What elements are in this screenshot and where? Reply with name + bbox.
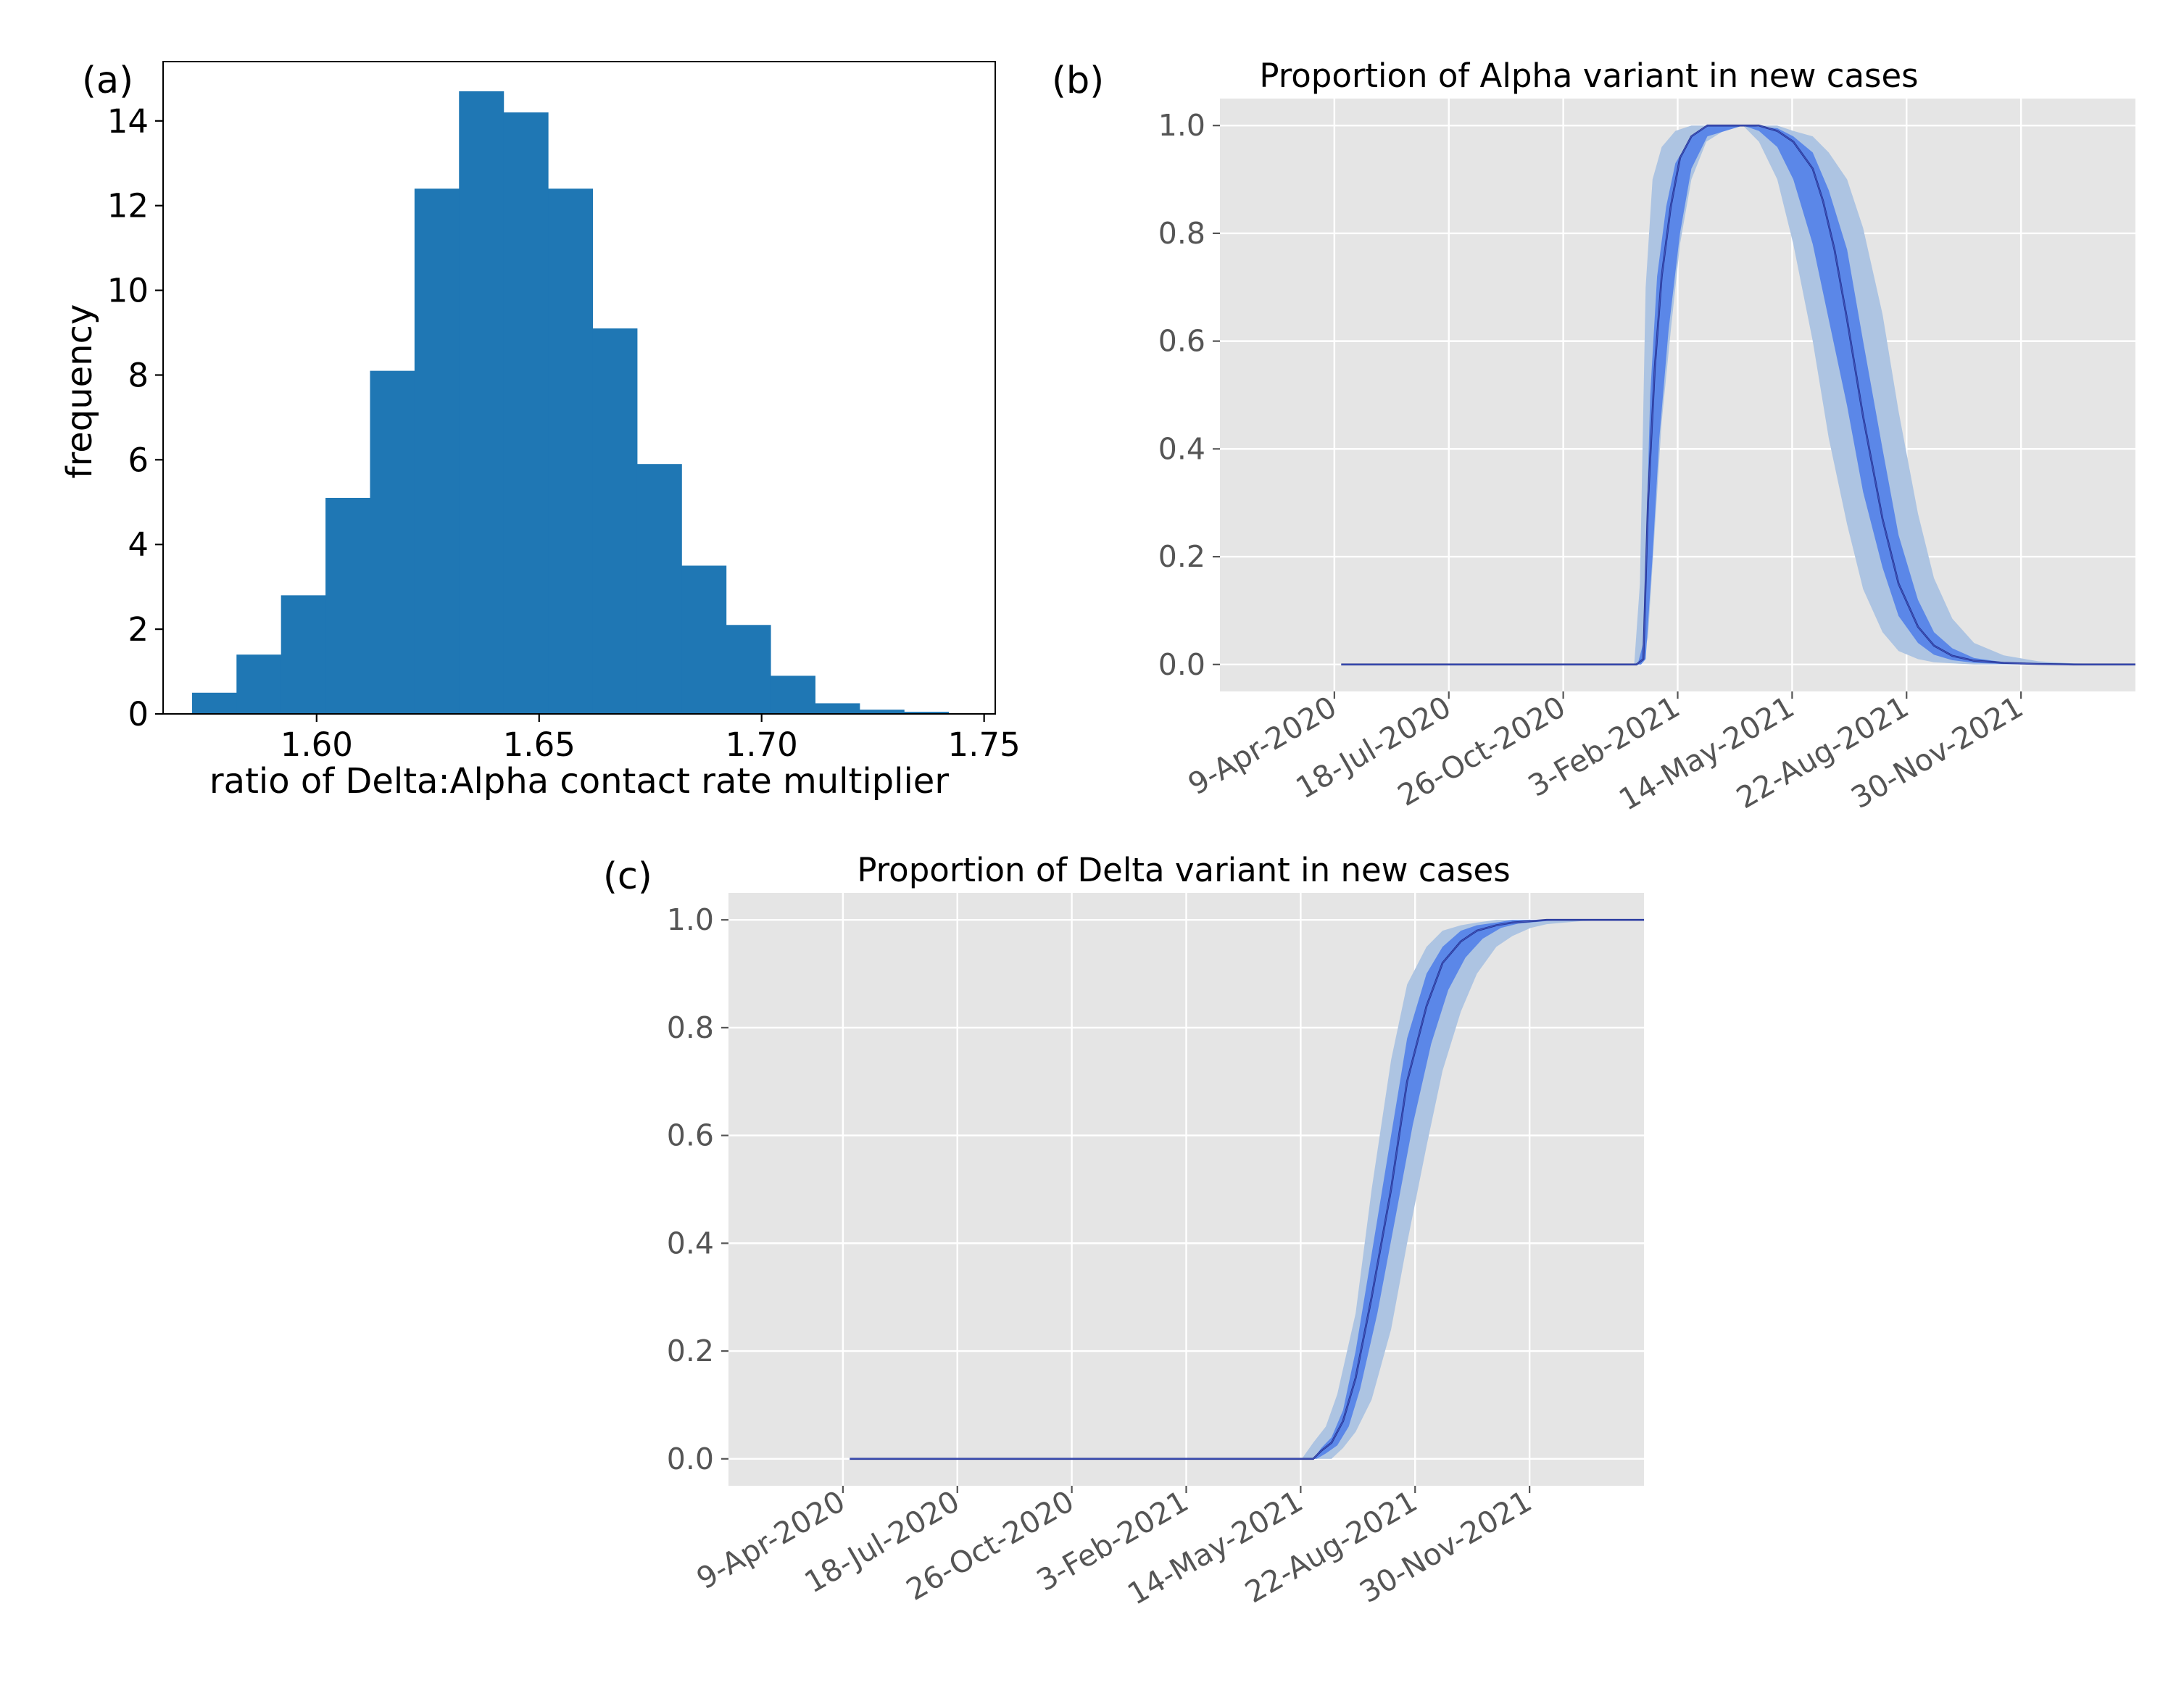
delta-series (850, 918, 1644, 1460)
y-tick-label: 0.8 (1158, 216, 1205, 251)
y-tick-label: 6 (128, 441, 149, 479)
histogram-bar (859, 710, 905, 714)
panel-b-alpha-proportion: (b) Proportion of Alpha variant in new c… (1052, 57, 2135, 818)
histogram-bar (281, 595, 326, 714)
x-tick-label: 1.60 (281, 725, 353, 764)
histogram-bar (414, 188, 460, 714)
panel-c-delta-proportion: (c) Proportion of Delta variant in new c… (603, 851, 1644, 1612)
x-tick-label: 1.70 (726, 725, 798, 764)
y-tick-label: 10 (107, 272, 149, 310)
delta-x-ticks: 9-Apr-202018-Jul-202026-Oct-20203-Feb-20… (691, 1484, 1537, 1612)
alpha-y-ticks: 0.0 0.2 0.4 0.6 0.8 1.0 (1158, 108, 1220, 682)
histogram-bar (815, 703, 860, 714)
delta-y-ticks: 0.0 0.2 0.4 0.6 0.8 1.0 (667, 902, 728, 1476)
histogram-x-axis-label: ratio of Delta:Alpha contact rate multip… (209, 761, 949, 802)
y-tick-label: 0.8 (667, 1010, 714, 1045)
median-line-highlight (1341, 125, 2135, 665)
histogram-frame (162, 61, 996, 715)
y-tick-label: 0.0 (1158, 647, 1205, 682)
histogram-bar (681, 565, 727, 714)
y-tick-label: 0.6 (1158, 324, 1205, 359)
panel-a-histogram: (a) 0 2 4 6 8 10 12 14 1.60 1.65 1.70 1.75 ratio o… (59, 59, 1021, 802)
histogram-bar (459, 91, 505, 715)
alpha-x-ticks: 9-Apr-202018-Jul-202026-Oct-20203-Feb-20… (1182, 689, 2029, 818)
y-tick-label: 1.0 (667, 902, 714, 937)
histogram-bar (592, 328, 638, 714)
y-tick-label: 0.4 (667, 1226, 714, 1260)
y-tick-label: 1.0 (1158, 108, 1205, 143)
y-tick-label: 4 (128, 525, 149, 564)
y-tick-label: 12 (107, 187, 149, 225)
histogram-bar (325, 497, 371, 714)
y-tick-label: 0.0 (667, 1442, 714, 1476)
panel-label-c: (c) (603, 855, 652, 898)
alpha-chart-title: Proportion of Alpha variant in new cases (1259, 57, 1918, 95)
histogram-y-axis-label: frequency (59, 304, 100, 479)
histogram-bar (236, 654, 282, 714)
y-tick-label: 0 (128, 695, 149, 733)
histogram-bar (191, 692, 237, 714)
delta-gridlines (728, 893, 1644, 1486)
x-tick-label: 1.75 (948, 725, 1021, 764)
histogram-y-ticks: 0 2 4 6 8 10 12 14 (107, 102, 163, 733)
x-tick-label: 1.65 (503, 725, 576, 764)
alpha-series (1341, 124, 2135, 666)
y-tick-label: 2 (128, 610, 149, 649)
histogram-bar (636, 464, 682, 714)
y-tick-label: 0.2 (667, 1334, 714, 1368)
histogram-bar (370, 370, 415, 714)
median-line-highlight (850, 919, 1644, 1460)
histogram-x-ticks: 1.60 1.65 1.70 1.75 (281, 714, 1021, 764)
histogram-bars (191, 91, 950, 715)
panel-label-b: (b) (1052, 59, 1104, 102)
histogram-bar (726, 625, 771, 714)
y-tick-label: 0.2 (1158, 539, 1205, 574)
y-tick-label: 14 (107, 102, 149, 141)
outer-uncertainty-band (850, 920, 1644, 1459)
histogram-bar (770, 675, 815, 714)
histogram-bar (503, 112, 549, 714)
y-tick-label: 0.6 (667, 1118, 714, 1153)
delta-chart-title: Proportion of Delta variant in new cases (857, 851, 1510, 889)
histogram-bar (904, 712, 950, 714)
histogram-bar (548, 188, 594, 714)
y-tick-label: 0.4 (1158, 431, 1205, 466)
panel-label-a: (a) (82, 59, 133, 102)
y-tick-label: 8 (128, 356, 149, 394)
